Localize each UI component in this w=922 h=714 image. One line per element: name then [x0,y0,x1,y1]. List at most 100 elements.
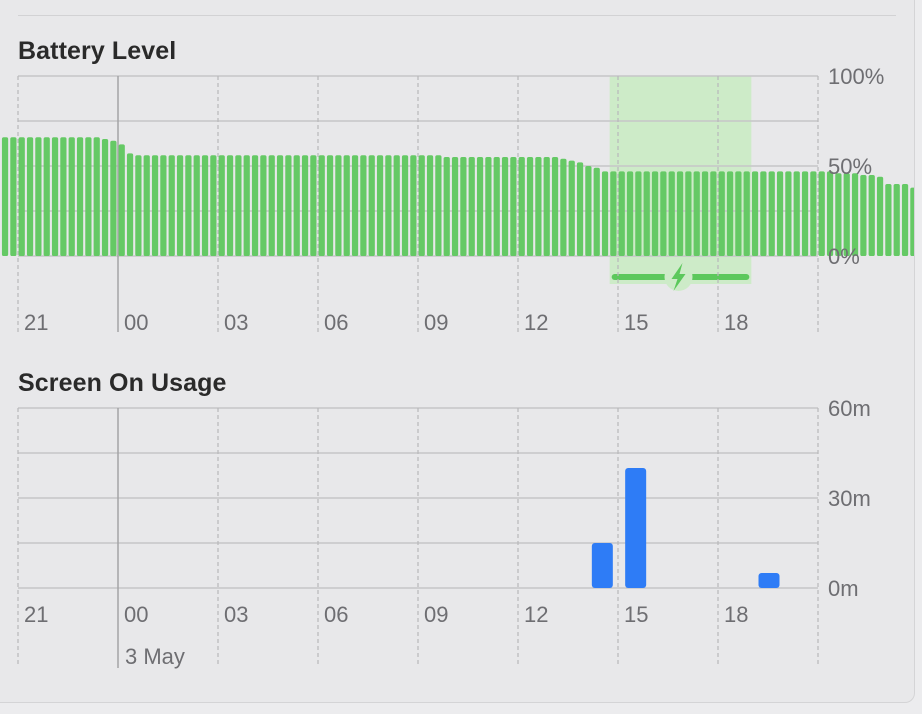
battery-bar [735,171,742,256]
battery-bar [135,155,142,256]
battery-bar [793,171,800,256]
battery-x-tick-label: 18 [724,310,748,335]
battery-bar [593,167,600,256]
battery-bar [60,137,67,256]
battery-bar [126,153,134,256]
battery-bar [868,175,875,256]
battery-bar [351,155,359,256]
battery-bar [385,155,392,256]
battery-bar [760,171,767,256]
battery-bar [26,137,34,256]
battery-bar [168,155,175,256]
battery-bar [460,157,467,256]
battery-bar [768,171,775,256]
battery-bar [326,155,334,256]
battery-bar [826,171,834,256]
battery-bar [68,137,75,256]
battery-x-tick-label: 15 [624,310,648,335]
battery-bar [501,157,509,256]
battery-x-tick-label: 06 [324,310,348,335]
usage-x-tick-label: 06 [324,602,348,627]
battery-y-tick-label: 100% [828,64,884,89]
battery-bar [18,137,25,256]
battery-bar [851,173,859,256]
battery-bar [801,171,809,256]
battery-bar [193,155,200,256]
battery-bar [660,171,667,256]
battery-bar [226,155,234,256]
battery-bar [776,171,784,256]
screen-on-usage-title: Screen On Usage [18,369,227,397]
battery-bar [335,155,342,256]
battery-bar [368,155,375,256]
battery-x-tick-label: 12 [524,310,548,335]
usage-y-tick-label: 0m [828,576,859,601]
usage-bar [591,543,613,588]
battery-bar [560,158,567,256]
usage-x-tick-label: 03 [224,602,248,627]
battery-bar [285,155,292,256]
battery-bar [751,171,759,256]
usage-bar [758,573,780,588]
battery-bar [835,173,842,256]
usage-y-tick-label: 60m [828,396,871,421]
battery-bar [235,155,242,256]
usage-x-tick-label: 21 [24,602,48,627]
battery-bar [376,155,384,256]
battery-bar [893,184,900,256]
battery-bar [701,171,709,256]
battery-bar [210,155,217,256]
battery-bar [435,155,442,256]
usage-bar [625,468,647,588]
battery-bar [151,155,159,256]
lightning-bolt-icon [671,263,686,291]
battery-bar [1,137,9,256]
battery-bar [35,137,42,256]
battery-bar [310,155,317,256]
battery-bar [426,155,434,256]
battery-bar [643,171,650,256]
battery-bar [218,155,225,256]
battery-bar [810,171,817,256]
battery-bar [493,157,500,256]
battery-bar [885,184,892,256]
battery-bar [260,155,267,256]
battery-x-tick-label: 21 [24,310,48,335]
battery-bar [143,155,150,256]
battery-bar [110,140,117,256]
battery-bar [510,157,517,256]
battery-bar [585,166,592,256]
battery-bar [551,157,559,256]
battery-bar [176,155,184,256]
battery-level-chart: 100% 50% 0% 21 00 03 06 09 12 15 18 [1,64,914,335]
usage-x-tick-label: 18 [724,602,748,627]
battery-bar [443,157,450,256]
battery-bar [243,155,250,256]
battery-bar [901,184,909,256]
battery-bar [10,137,17,256]
battery-bar [276,155,284,256]
battery-bar [360,155,367,256]
battery-bar [726,171,734,256]
battery-bar [476,157,484,256]
screen-on-usage-chart: 60m 30m 0m 21 00 03 06 09 12 15 18 3 May [17,396,871,669]
battery-bar [418,155,425,256]
battery-bar [401,155,409,256]
battery-bar [535,157,542,256]
battery-bar [601,171,609,256]
battery-bar [451,157,459,256]
top-divider [18,15,896,16]
battery-bar [843,173,850,256]
battery-bar [51,137,59,256]
usage-date-label: 3 May [125,644,185,669]
battery-bar [526,157,534,256]
battery-bar [910,187,914,256]
battery-bar [268,155,275,256]
battery-bar [393,155,400,256]
battery-bar [201,155,209,256]
battery-usage-panel: Battery Level 100% 50% 0% 21 00 03 06 09 12 15 18 … [0,0,915,703]
battery-bar [160,155,167,256]
battery-bar [85,137,92,256]
battery-bar [185,155,192,256]
battery-bar [860,175,867,256]
